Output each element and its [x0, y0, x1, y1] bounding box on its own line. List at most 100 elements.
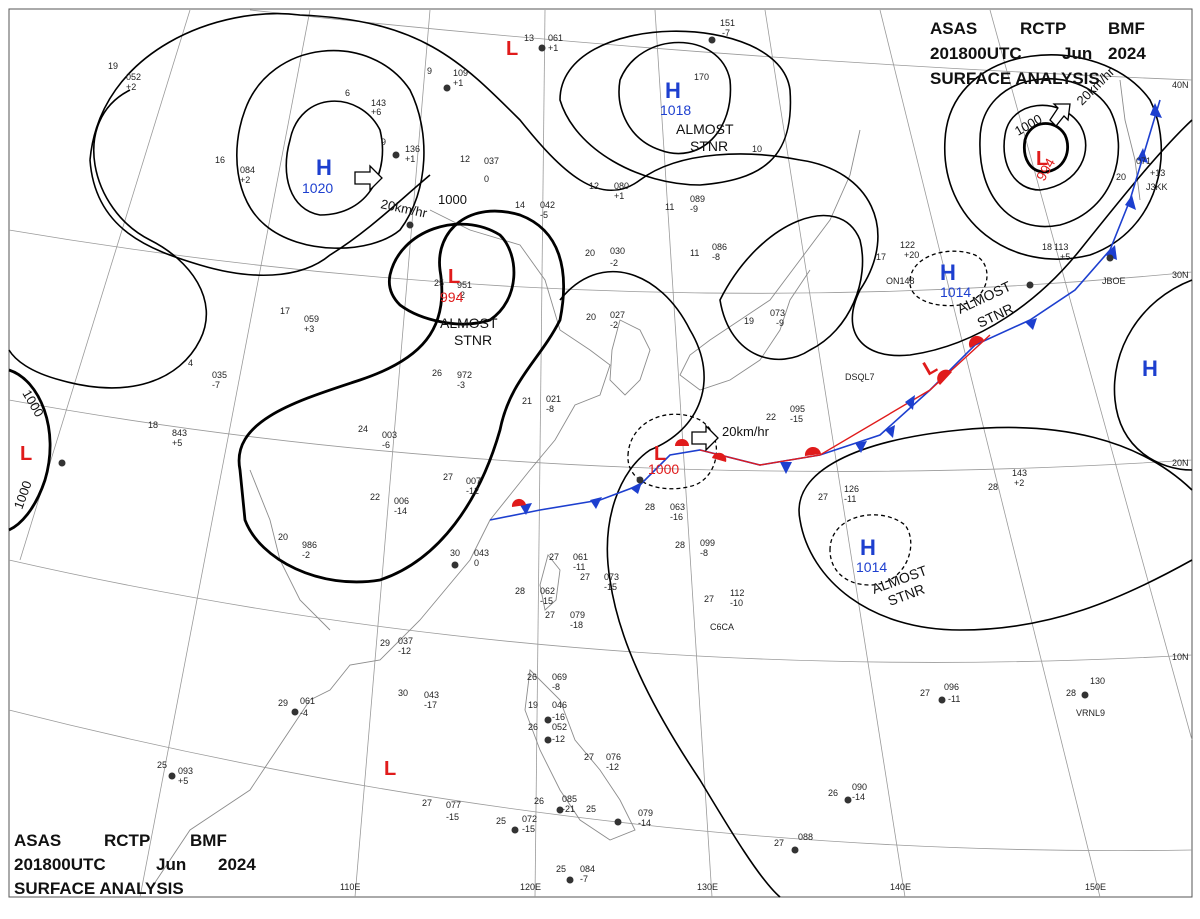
station-temp: 17	[280, 306, 290, 316]
station-pressure: 061	[548, 33, 563, 43]
lat-label-20n: 20N	[1172, 458, 1189, 468]
high-value-pacific-north: 1014	[940, 284, 971, 300]
header-code: BMF	[1108, 19, 1145, 38]
station-pressure: 151	[720, 18, 735, 28]
high-letter-pacific-south: H	[860, 535, 876, 560]
station-marker	[614, 818, 622, 826]
isobar-okhotsk-2	[979, 78, 1120, 228]
station-tendency: -2	[610, 258, 618, 268]
station-pressure: 088	[798, 832, 813, 842]
station-tendency: -2	[610, 320, 618, 330]
station-tendency: 0	[484, 174, 489, 184]
station-temp: 27	[545, 610, 555, 620]
isobar-labels: 1000 1000 1000 1000	[11, 111, 1045, 511]
station-temp: 20	[278, 532, 288, 542]
ship-code: C6CA	[710, 622, 734, 632]
station-pressure: 072	[522, 814, 537, 824]
coast-philippines	[524, 669, 636, 841]
station-tendency: +20	[904, 250, 919, 260]
header-title: SURFACE ANALYSIS	[930, 69, 1100, 88]
station-pressure: 986	[302, 540, 317, 550]
station-tendency: -10	[730, 598, 743, 608]
station-pressure: 085	[562, 794, 577, 804]
station-temp: 27	[920, 688, 930, 698]
station-tendency: -2	[457, 290, 465, 300]
isobar-west-bulge	[8, 89, 208, 389]
station-pressure: 061	[300, 696, 315, 706]
station-marker	[1026, 281, 1034, 289]
station-pressure: 170	[694, 72, 709, 82]
station-marker	[938, 696, 946, 704]
isobar-north-trough	[89, 159, 431, 277]
footer-month: Jun	[156, 855, 186, 874]
station-temp: 25	[556, 864, 566, 874]
station-tendency: -18	[570, 620, 583, 630]
station-tendency: -16	[552, 712, 565, 722]
station-temp: 25	[157, 760, 167, 770]
station-pressure: 059	[304, 314, 319, 324]
station-pressure: 080	[614, 181, 629, 191]
high-value-mongolia: 1020	[302, 180, 333, 196]
isobar-east-high	[1113, 279, 1193, 471]
station-marker	[791, 846, 799, 854]
isobar-1000-sichuan	[387, 222, 516, 326]
station-pressure: 086	[712, 242, 727, 252]
station-marker	[451, 561, 459, 569]
station-pressure: 972	[457, 370, 472, 380]
station-temp: 26	[527, 672, 537, 682]
cold-front-pip-10	[1125, 195, 1136, 210]
cold-front-pip-2	[590, 497, 602, 509]
station-pressure: 122	[900, 240, 915, 250]
lon-line-140e	[764, 9, 906, 898]
station-marker	[708, 36, 716, 44]
station-tendency: +6	[371, 107, 381, 117]
station-temp: 19	[528, 700, 538, 710]
low-letter-sichuan: L	[448, 266, 460, 288]
station-pressure: 006	[394, 496, 409, 506]
station-temp: 18	[148, 420, 158, 430]
station-tendency: -8	[546, 404, 554, 414]
coast-japan	[679, 129, 861, 391]
lon-label-130e: 130E	[697, 882, 718, 892]
station-pressure: 079	[638, 808, 653, 818]
header-top-right: ASAS RCTP BMF 201800UTC Jun 2024 SURFACE…	[930, 19, 1146, 88]
station-temp: 26	[432, 368, 442, 378]
isobar-pacific-south	[798, 426, 1193, 521]
isobar-high-1014-north	[909, 250, 988, 307]
high-value-pacific-south: 1014	[856, 559, 887, 575]
station-tendency: +5	[1060, 252, 1070, 262]
coast-taiwan	[539, 554, 561, 611]
station-pressure: 027	[610, 310, 625, 320]
ship-code: ON148	[886, 276, 915, 286]
station-temp: 27	[774, 838, 784, 848]
station-tendency: -8	[552, 682, 560, 692]
coast-indochina	[149, 699, 311, 891]
station-marker	[443, 84, 451, 92]
station-marker	[168, 772, 176, 780]
station-tendency: +2	[1014, 478, 1024, 488]
station-tendency: +2	[240, 175, 250, 185]
coast-sakhalin	[1119, 79, 1141, 201]
station-marker	[511, 826, 519, 834]
lat-line-0	[8, 709, 1193, 852]
station-temp: 16	[215, 155, 225, 165]
isobar-north-broad	[89, 12, 801, 192]
ship-code: J3KK	[1146, 182, 1168, 192]
station-temp: 11	[690, 248, 699, 258]
station-tendency: -9	[776, 318, 784, 328]
station-pressure: 109	[453, 68, 468, 78]
high-centers: H 1020 H 1018 H 1014 H 1014 H	[302, 78, 1158, 575]
lon-label-120e: 120E	[520, 882, 541, 892]
warm-front-pip-2	[712, 452, 727, 462]
lat-label-30n: 30N	[1172, 270, 1189, 280]
motion-labels: 20km/hr 20km/hr 20km/hr	[379, 64, 1117, 439]
station-temp: 19	[108, 61, 118, 71]
lon-line-100e	[139, 9, 311, 898]
isobars	[8, 12, 1193, 898]
station-tendency: -15	[790, 414, 803, 424]
station-temp: 25	[496, 816, 506, 826]
longitude-labels: 110E 120E 130E 140E 150E	[340, 882, 1106, 892]
isobar-high-1014-south	[829, 514, 912, 586]
station-temp: 28	[988, 482, 998, 492]
station-temp: 10	[752, 144, 762, 154]
